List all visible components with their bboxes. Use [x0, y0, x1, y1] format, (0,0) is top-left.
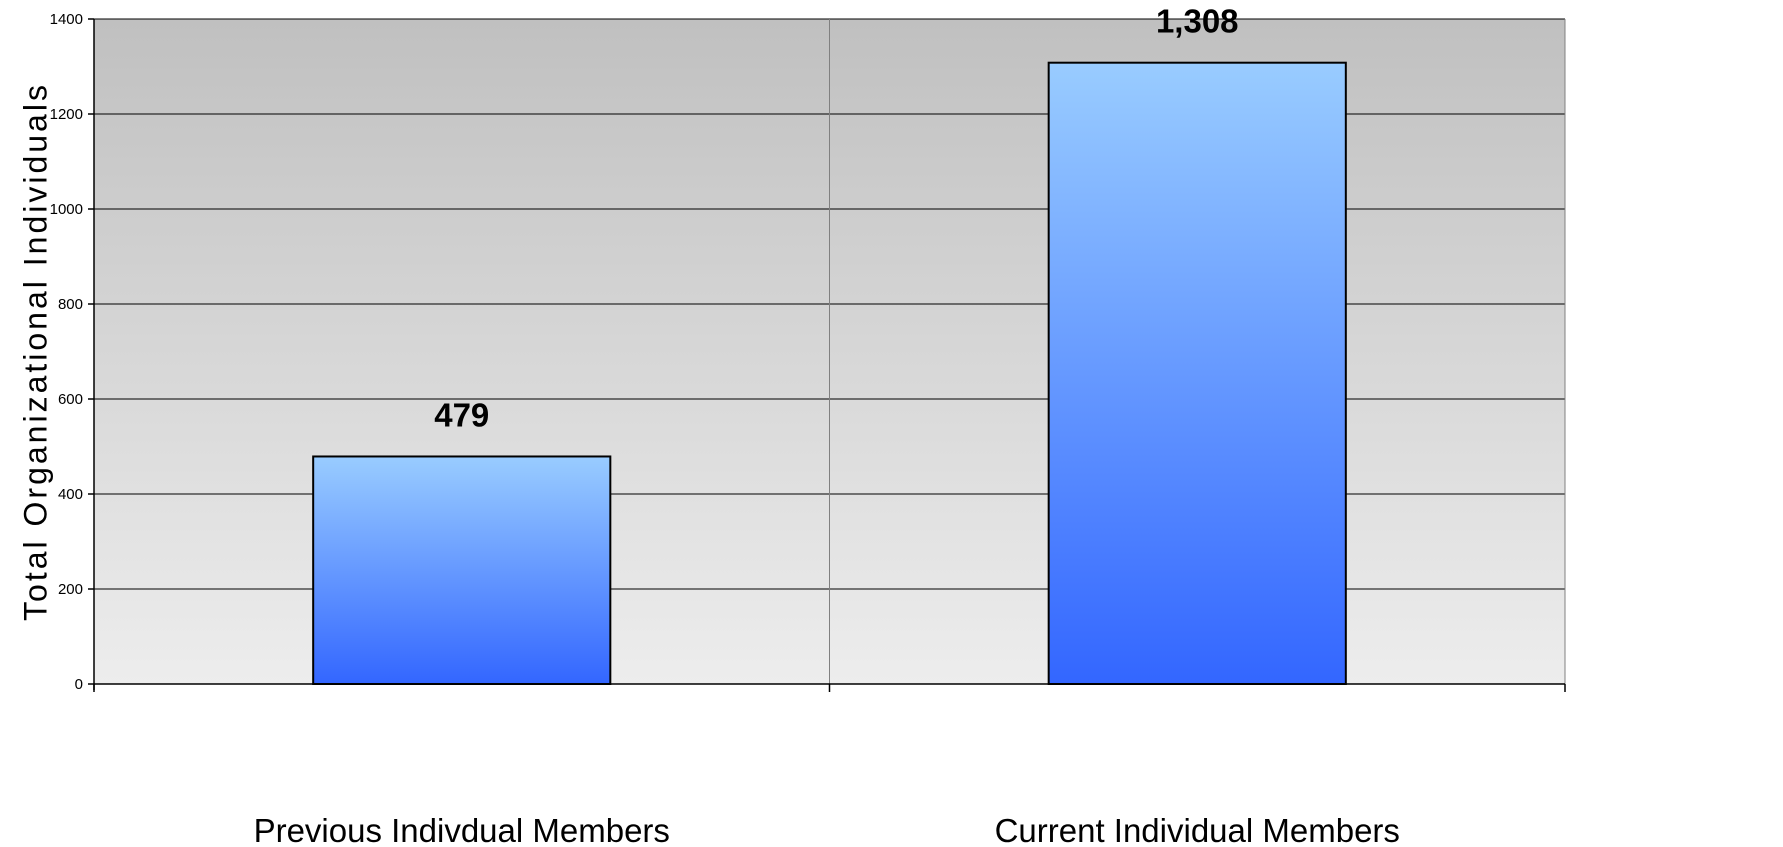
- y-tick-label: 400: [58, 486, 83, 503]
- y-tick-label: 1000: [50, 201, 83, 218]
- y-tick-label: 1400: [50, 11, 83, 28]
- data-labels: 479 1,308: [434, 3, 1238, 434]
- y-axis: 0 200 400 600 800 1000 1200 1400: [50, 11, 95, 693]
- x-tick-label: Current Individual Members: [995, 812, 1400, 847]
- y-tick-label: 1200: [50, 106, 83, 123]
- data-label-0: 479: [434, 396, 489, 433]
- bar-0: [312, 455, 612, 685]
- bar-1: [1047, 61, 1347, 685]
- y-tick-label: 0: [75, 676, 83, 693]
- x-tick-label: Previous Indivdual Members: [254, 812, 670, 847]
- x-axis: Previous Indivdual Members Current Indivi…: [93, 683, 1566, 847]
- y-tick-label: 800: [58, 296, 83, 313]
- bars: [312, 61, 1347, 685]
- y-axis-label: Total Organizational Individuals: [17, 82, 53, 621]
- y-tick-label: 200: [58, 581, 83, 598]
- y-tick-label: 600: [58, 391, 83, 408]
- data-label-1: 1,308: [1156, 3, 1239, 40]
